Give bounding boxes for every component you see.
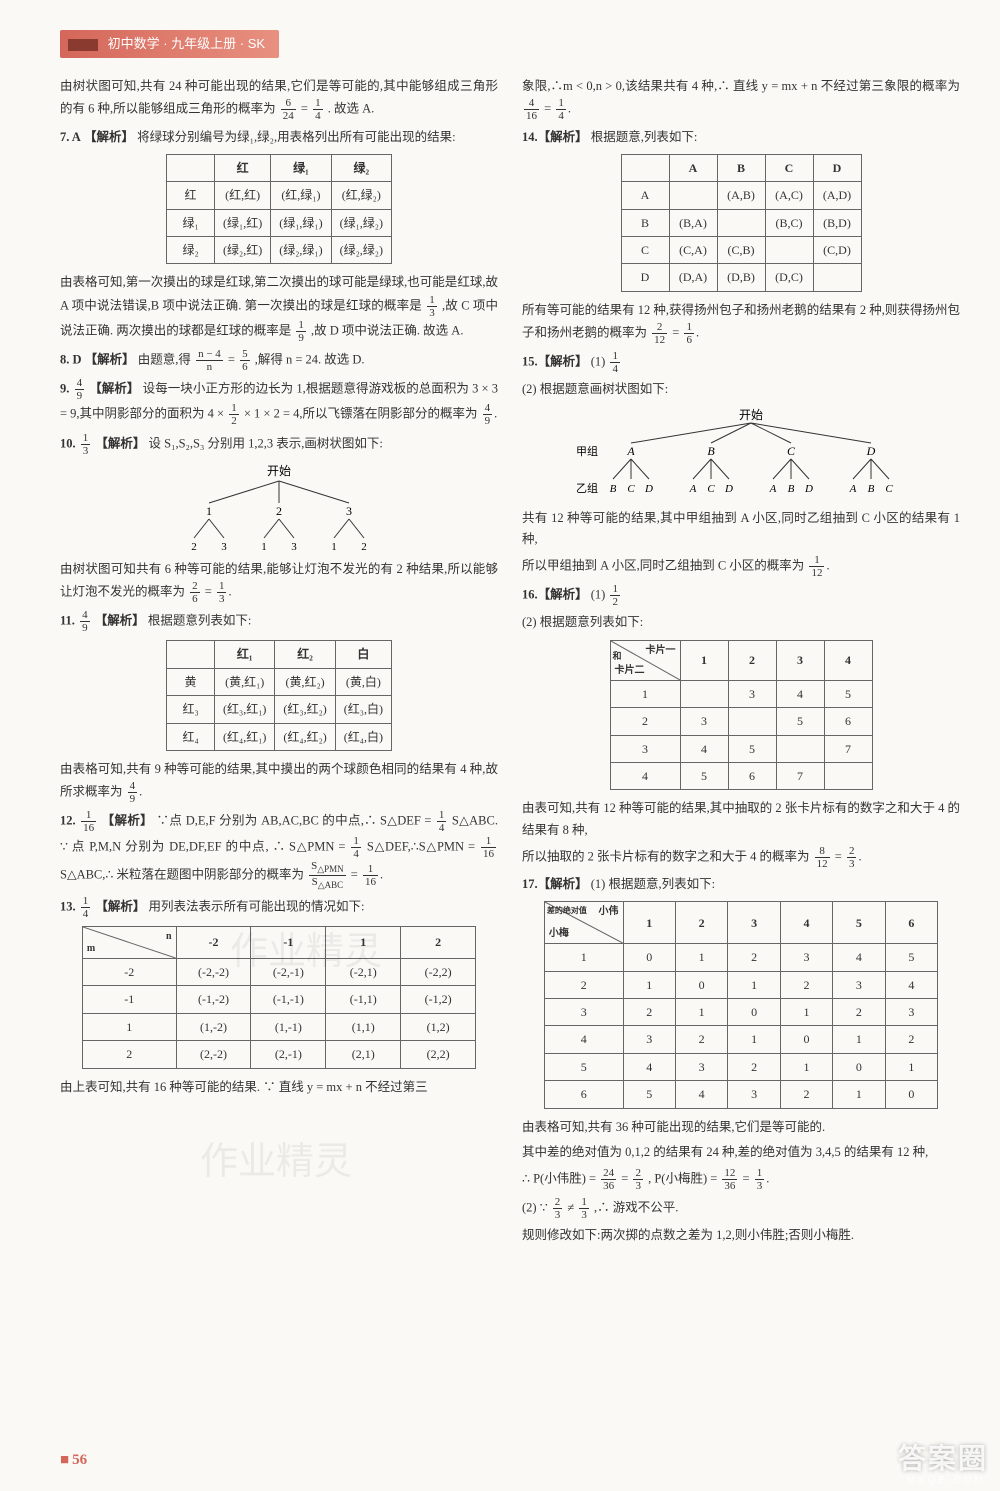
page-container: 作业精灵 作业精灵 初中数学 · 九年级上册 · SK 由树状图可知,共有 24…: [0, 0, 1000, 1491]
svg-text:B: B: [868, 483, 875, 495]
q14-p2: 所有等可能的结果有 12 种,获得扬州包子和扬州老鹅的结果有 2 种,则获得扬州…: [522, 300, 960, 346]
q16-1: 16.【解析】 (1) 12: [522, 583, 960, 608]
table-q11: 红₁红₂白 黄(黄,红₁)(黄,红₂)(黄,白) 红₃(红₃,红₁)(红₃,红₂…: [166, 640, 392, 751]
q17-1: 17.【解析】 (1) 根据题意,列表如下:: [522, 874, 960, 895]
frac: 14: [313, 97, 323, 122]
table-q17: 小伟 小梅 差的绝对值 123456 1012345 2101234 32101…: [544, 901, 938, 1108]
svg-text:D: D: [724, 483, 733, 495]
left-intro: 由树状图可知,共有 24 种可能出现的结果,它们是等可能的,其中能够组成三角形的…: [60, 76, 498, 122]
svg-text:C: C: [787, 444, 796, 458]
svg-text:B: B: [610, 483, 617, 495]
svg-text:3: 3: [221, 541, 227, 553]
tree-q10: 开始 1 2 3 2 3 1 3 1 2: [60, 463, 498, 553]
q16-2: (2) 根据题意列表如下:: [522, 612, 960, 633]
svg-text:A: A: [769, 483, 777, 495]
svg-text:A: A: [626, 444, 635, 458]
svg-text:D: D: [804, 483, 813, 495]
q15-1: 15.【解析】 (1) 14: [522, 350, 960, 375]
svg-text:1: 1: [206, 504, 212, 518]
table-q16: 卡片一 卡片二 和 1234 1345 2356 3457 4567: [610, 640, 873, 791]
svg-text:1: 1: [331, 541, 337, 553]
q16-p2b: 所以抽取的 2 张卡片标有的数字之和大于 4 的概率为 812 = 23.: [522, 845, 960, 870]
header-subject: 初中数学 · 九年级上册 · SK: [108, 36, 265, 51]
tree-q15: 开始 甲组 A B C D 乙组: [522, 407, 960, 502]
svg-text:A: A: [689, 483, 697, 495]
right-cont: 象限,∴m < 0,n > 0,该结果共有 4 种,∴ 直线 y = mx + …: [522, 76, 960, 122]
tree-root: 开始: [267, 464, 291, 478]
header-block-icon: [68, 39, 98, 51]
q17-p4: ∴ P(小伟胜) = 2436 = 23 , P(小梅胜) = 1236 = 1…: [522, 1167, 960, 1192]
svg-text:C: C: [885, 483, 893, 495]
q15-p2b: 所以甲组抽到 A 小区,同时乙组抽到 C 小区的概率为 112.: [522, 554, 960, 579]
q7-p2: 由表格可知,第一次摸出的球是红球,第二次摸出的球可能是绿球,也可能是红球,故 A…: [60, 272, 498, 344]
q16-p2a: 由表可知,共有 12 种等可能的结果,其中抽取的 2 张卡片标有的数字之和大于 …: [522, 798, 960, 841]
svg-text:D: D: [644, 483, 653, 495]
left-column: 由树状图可知,共有 24 种可能出现的结果,它们是等可能的,其中能够组成三角形的…: [60, 76, 498, 1251]
svg-text:B: B: [788, 483, 795, 495]
q14: 14.【解析】 根据题意,列表如下:: [522, 127, 960, 148]
svg-text:乙组: 乙组: [576, 481, 598, 495]
q17-p5: (2) ∵ 23 ≠ 13 ,∴ 游戏不公平.: [522, 1196, 960, 1221]
right-column: 象限,∴m < 0,n > 0,该结果共有 4 种,∴ 直线 y = mx + …: [522, 76, 960, 1251]
table-q7: 红绿₁绿₂ 红(红,红)(红,绿₁)(红,绿₂) 绿₁(绿₁,红)(绿₁,绿₁)…: [166, 154, 392, 265]
q17-p3: 其中差的绝对值为 0,1,2 的结果有 24 种,差的绝对值为 3,4,5 的结…: [522, 1142, 960, 1163]
q11-p2: 由表格可知,共有 9 种等可能的结果,其中摸出的两个球颜色相同的结果有 4 种,…: [60, 759, 498, 805]
columns: 由树状图可知,共有 24 种可能出现的结果,它们是等可能的,其中能够组成三角形的…: [60, 76, 960, 1251]
watermark-sub: MXQE.COM: [906, 1472, 986, 1489]
header: 初中数学 · 九年级上册 · SK: [60, 30, 960, 58]
header-bar: 初中数学 · 九年级上册 · SK: [60, 30, 279, 58]
q15-2: (2) 根据题意画树状图如下:: [522, 379, 960, 400]
q15-p2a: 共有 12 种等可能的结果,其中甲组抽到 A 小区,同时乙组抽到 C 小区的结果…: [522, 508, 960, 551]
table-q13: n m -2-112 -2(-2,-2)(-2,-1)(-2,1)(-2,2) …: [82, 926, 476, 1069]
q12: 12. 116 【解析】 ∵点 D,E,F 分别为 AB,AC,BC 的中点,∴…: [60, 809, 498, 891]
q9: 9. 49 【解析】 设每一块小正方形的边长为 1,根据题意得游戏板的总面积为 …: [60, 377, 498, 427]
svg-text:2: 2: [191, 541, 197, 553]
svg-text:甲组: 甲组: [576, 444, 598, 458]
q13-p2: 由上表可知,共有 16 种等可能的结果. ∵ 直线 y = mx + n 不经过…: [60, 1077, 498, 1098]
q17-p2: 由表格可知,共有 36 种可能出现的结果,它们是等可能的.: [522, 1117, 960, 1138]
svg-text:B: B: [707, 444, 715, 458]
svg-text:2: 2: [276, 504, 282, 518]
table-q14: ABCD A(A,B)(A,C)(A,D) B(B,A)(B,C)(B,D) C…: [621, 154, 862, 292]
q10-p2: 由树状图可知共有 6 种等可能的结果,能够让灯泡不发光的有 2 种结果,所以能够…: [60, 559, 498, 605]
q8: 8. D 【解析】 由题意,得 n − 4n = 56 ,解得 n = 24. …: [60, 348, 498, 373]
svg-text:1: 1: [261, 541, 267, 553]
svg-text:D: D: [866, 444, 876, 458]
svg-text:C: C: [707, 483, 715, 495]
svg-text:2: 2: [361, 541, 367, 553]
q13: 13. 14 【解析】 用列表法表示所有可能出现的情况如下:: [60, 895, 498, 920]
page-number: 56: [60, 1448, 87, 1474]
q10: 10. 13 【解析】 设 S₁,S₂,S₃ 分别用 1,2,3 表示,画树状图…: [60, 432, 498, 457]
svg-text:开始: 开始: [739, 408, 763, 422]
q17-p6: 规则修改如下:两次掷的点数之差为 1,2,则小伟胜;否则小梅胜.: [522, 1225, 960, 1246]
q7: 7. A 【解析】 将绿球分别编号为绿₁,绿₂,用表格列出所有可能出现的结果:: [60, 127, 498, 148]
svg-text:C: C: [627, 483, 635, 495]
frac: 624: [281, 97, 296, 122]
svg-text:A: A: [849, 483, 857, 495]
svg-text:3: 3: [346, 504, 352, 518]
svg-text:3: 3: [291, 541, 297, 553]
q11: 11. 49 【解析】 根据题意列表如下:: [60, 609, 498, 634]
